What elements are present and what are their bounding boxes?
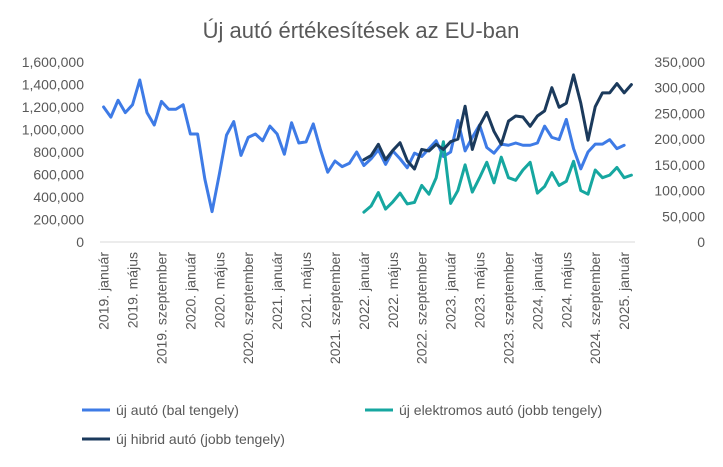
y-left-tick-label: 800,000 <box>33 144 84 160</box>
x-tick-label: 2021. május <box>298 252 314 328</box>
x-tick-label: 2024. január <box>529 252 545 330</box>
x-tick-label: 2020. május <box>211 252 227 328</box>
series-line-1 <box>102 78 626 214</box>
y-left-tick-label: 600,000 <box>33 167 84 183</box>
y-right-tick-label: 250,000 <box>654 105 705 121</box>
y-left-tick-label: 1,400,000 <box>22 77 84 93</box>
x-tick-label: 2022. szeptember <box>414 252 430 364</box>
x-tick-label: 2019. szeptember <box>153 252 169 364</box>
x-tick-label: 2022. május <box>385 252 401 328</box>
x-tick-label: 2022. január <box>356 252 372 330</box>
y-left-tick-label: 200,000 <box>33 212 84 228</box>
x-tick-label: 2024. május <box>558 252 574 328</box>
y-right-tick-label: 150,000 <box>654 157 705 173</box>
series-line-2 <box>362 140 633 214</box>
y-right-tick-label: 200,000 <box>654 131 705 147</box>
x-tick-label: 2024. szeptember <box>587 252 603 364</box>
legend: új autó (bal tengely) új elektromos autó … <box>82 402 602 447</box>
y-left-tick-label: 1,200,000 <box>22 99 84 115</box>
legend-entry: új elektromos autó (jobb tengely) <box>399 402 602 418</box>
x-tick-label: 2021. január <box>269 252 285 330</box>
y-left-tick-label: 400,000 <box>33 189 84 205</box>
y-right-tick-label: 100,000 <box>654 183 705 199</box>
series-lines <box>102 73 633 214</box>
legend-entry: új autó (bal tengely) <box>116 402 239 418</box>
y-left-tick-label: 1,600,000 <box>22 54 84 70</box>
y-right-tick-label: 350,000 <box>654 54 705 70</box>
x-tick-label: 2020. január <box>182 252 198 330</box>
x-tick-label: 2023. január <box>443 252 459 330</box>
y-right-tick-label: 300,000 <box>654 80 705 96</box>
legend-entry: új hibrid autó (jobb tengely) <box>116 431 285 447</box>
y-right-tick-label: 0 <box>697 234 705 250</box>
x-tick-label: 2023. szeptember <box>500 252 516 364</box>
x-tick-label: 2023. május <box>472 252 488 328</box>
y-left-tick-label: 0 <box>76 234 84 250</box>
chart-title: Új autó értékesítések az EU-ban <box>203 18 520 43</box>
x-tick-label: 2021. szeptember <box>327 252 343 364</box>
x-tick-label: 2025. január <box>616 252 632 330</box>
y-right-tick-label: 50,000 <box>662 208 705 224</box>
y-left-tick-label: 1,000,000 <box>22 122 84 138</box>
axes: 0 200,000 400,000 600,000 800,000 1,000,000 1,… <box>22 54 706 364</box>
x-tick-label: 2019. május <box>125 252 141 328</box>
x-tick-label: 2019. január <box>96 252 112 330</box>
x-tick-label: 2020. szeptember <box>240 252 256 364</box>
series-line-3 <box>362 73 633 171</box>
